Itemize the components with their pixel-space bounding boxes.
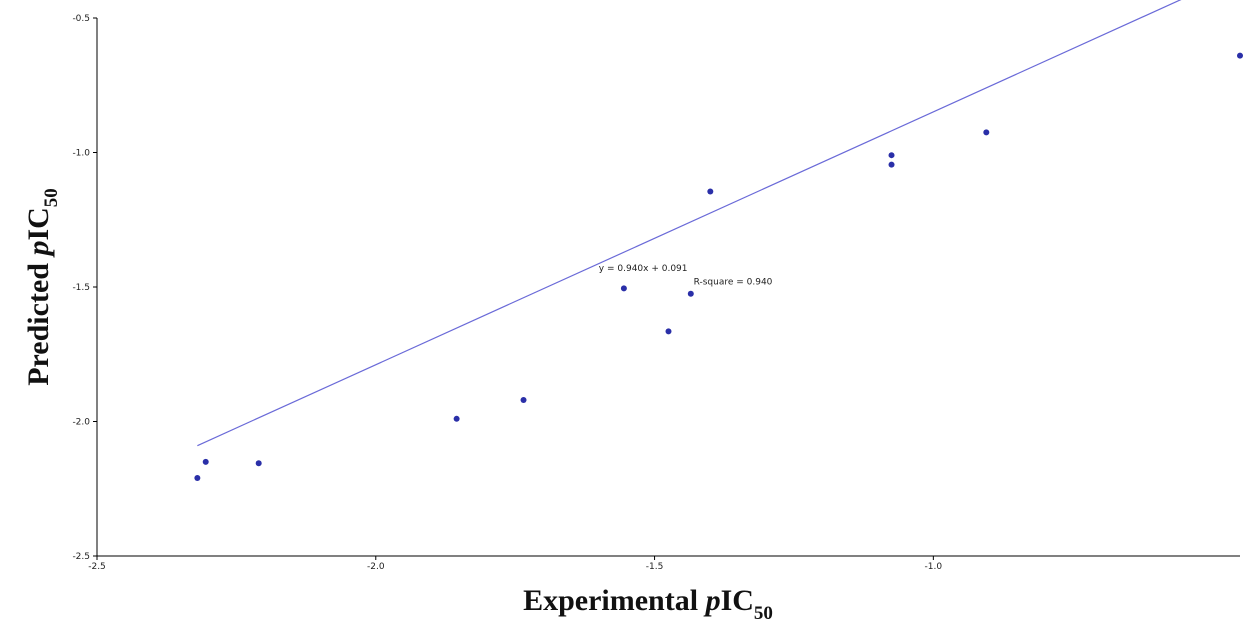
data-point (1237, 52, 1243, 59)
data-points (194, 52, 1243, 481)
y-tick-label: -2.0 (72, 418, 90, 428)
y-axis-title-main: Predicted (22, 256, 55, 386)
y-axis-title-rest: IC (22, 207, 55, 240)
x-axis-title-italic: p (703, 584, 721, 617)
data-point (687, 290, 694, 297)
y-tick-label: -1.0 (72, 149, 90, 159)
x-tick-label: -2.5 (88, 562, 106, 572)
annotations: y = 0.940x + 0.091 R-square = 0.940 (599, 264, 773, 287)
axes (96, 18, 1240, 557)
y-axis-title: Predicted pIC50 (22, 188, 62, 386)
x-axis-title-sub: 50 (754, 603, 773, 620)
data-point (983, 129, 990, 136)
x-tick-label: -1.0 (925, 562, 943, 572)
y-axis-title-sub: 50 (41, 188, 62, 207)
data-point (707, 188, 714, 195)
data-point (194, 474, 201, 481)
annotation-label: y = 0.940x + 0.091 (599, 264, 688, 274)
annotation-label: R-square = 0.940 (694, 277, 773, 287)
y-tick-label: -0.5 (72, 14, 90, 24)
data-point (202, 458, 209, 465)
regression-line (197, 0, 1182, 447)
y-ticks: -0.5 -1.0 -1.5 -2.0 -2.5 (72, 14, 97, 562)
data-point (520, 396, 527, 403)
data-point (620, 285, 627, 292)
x-axis-title-rest: IC (721, 584, 754, 617)
y-tick-label: -2.5 (72, 552, 90, 562)
data-point (453, 415, 460, 422)
x-axis-title-main: Experimental (523, 584, 705, 617)
data-point (888, 161, 895, 168)
x-tick-label: -2.0 (367, 562, 385, 572)
y-tick-label: -1.5 (72, 283, 90, 293)
x-tick-label: -1.5 (646, 562, 664, 572)
y-axis-title-italic: p (22, 241, 55, 259)
fit-line-group (197, 0, 1182, 447)
x-axis-title: Experimental pIC50 (523, 584, 773, 620)
x-ticks: -2.5 -2.0 -1.5 -1.0 (88, 556, 942, 572)
data-point (888, 152, 895, 159)
data-point (665, 328, 672, 335)
data-point (255, 460, 262, 467)
